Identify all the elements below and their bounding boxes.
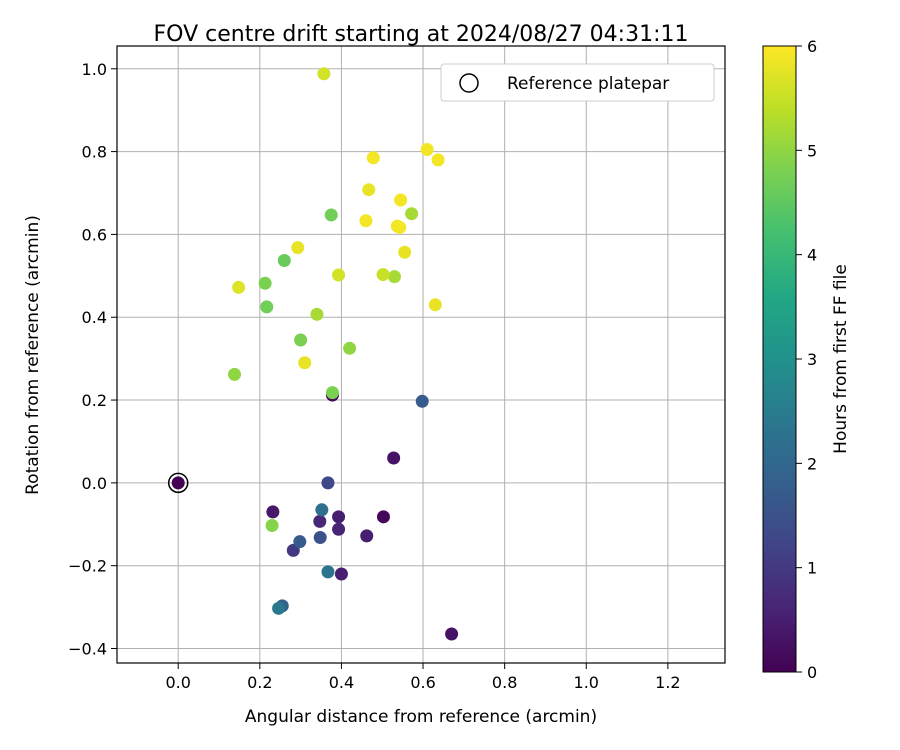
- data-points: [171, 67, 459, 641]
- legend-label: Reference platepar: [507, 74, 669, 94]
- data-point: [420, 143, 434, 157]
- data-point: [332, 522, 346, 536]
- colorbar-tick-label: 4: [807, 246, 817, 265]
- reference-point: [167, 472, 189, 494]
- legend-marker: [459, 73, 479, 93]
- colorbar-ticks: 0 1 2 3 4 5 6: [796, 37, 817, 682]
- x-tick-label: 0.0: [165, 673, 190, 692]
- data-point: [294, 333, 308, 347]
- data-point: [313, 531, 327, 545]
- y-axis-label: Rotation from reference (arcmin): [23, 215, 43, 495]
- colorbar-tick-label: 0: [807, 663, 817, 682]
- data-point: [277, 254, 291, 268]
- colorbar-tick-label: 5: [807, 141, 817, 160]
- data-point: [232, 280, 246, 294]
- x-tick-label: 0.8: [492, 673, 517, 692]
- data-point: [266, 505, 280, 519]
- x-tick-label: 1.0: [574, 673, 599, 692]
- colorbar-tick-label: 6: [807, 37, 817, 56]
- y-axis-ticks: −0.4 −0.2 0.0 0.2 0.4 0.6 0.8 1.0: [68, 60, 117, 659]
- data-point: [321, 565, 335, 579]
- data-point: [171, 476, 185, 490]
- data-point: [366, 151, 380, 165]
- y-tick-label: −0.2: [68, 557, 107, 576]
- grid-lines: [117, 46, 725, 663]
- data-point: [394, 193, 408, 207]
- data-point: [359, 214, 373, 228]
- data-point: [376, 510, 390, 524]
- data-point: [313, 514, 327, 528]
- x-tick-label: 0.2: [247, 673, 272, 692]
- data-point: [321, 476, 335, 490]
- data-point: [445, 627, 459, 641]
- data-point: [291, 241, 305, 255]
- x-axis-ticks: 0.0 0.2 0.4 0.6 0.8 1.0 1.2: [165, 663, 681, 692]
- legend: Reference platepar: [440, 63, 715, 102]
- data-point: [265, 519, 279, 533]
- data-point: [228, 367, 242, 381]
- data-point: [332, 510, 346, 524]
- data-point: [324, 208, 338, 222]
- reference-marker: [167, 472, 189, 494]
- x-tick-label: 1.2: [655, 673, 680, 692]
- data-point: [360, 529, 374, 543]
- data-point: [317, 67, 331, 81]
- data-point: [387, 270, 401, 284]
- x-tick-label: 0.4: [329, 673, 354, 692]
- y-tick-label: 0.0: [82, 474, 107, 493]
- data-point: [272, 601, 286, 615]
- data-point: [428, 298, 442, 312]
- data-point: [405, 207, 419, 221]
- data-point: [315, 503, 329, 517]
- plot-frame: [116, 45, 726, 664]
- colorbar: 0 1 2 3 4 5 6 Hours from first FF file: [762, 37, 851, 682]
- data-point: [398, 245, 412, 259]
- x-axis-label: Angular distance from reference (arcmin): [245, 707, 597, 727]
- data-point: [260, 300, 274, 314]
- data-point: [332, 268, 346, 282]
- colorbar-tick-label: 3: [807, 350, 817, 369]
- data-point: [393, 220, 407, 234]
- data-point: [415, 394, 429, 408]
- y-tick-label: 0.2: [82, 391, 107, 410]
- data-point: [298, 356, 312, 370]
- colorbar-tick-label: 1: [807, 559, 817, 578]
- legend-box: [440, 63, 715, 102]
- colorbar-label: Hours from first FF file: [831, 264, 851, 454]
- data-point: [343, 341, 357, 355]
- data-point: [258, 276, 272, 290]
- y-tick-label: −0.4: [68, 640, 107, 659]
- y-tick-label: 0.8: [82, 143, 107, 162]
- colorbar-gradient: [762, 45, 797, 673]
- data-point: [325, 386, 339, 400]
- chart-title: FOV centre drift starting at 2024/08/27 …: [154, 22, 689, 47]
- y-tick-label: 1.0: [82, 60, 107, 79]
- data-point: [362, 183, 376, 197]
- colorbar-tick-label: 2: [807, 454, 817, 473]
- data-point: [376, 268, 390, 282]
- data-point: [310, 307, 324, 321]
- data-point: [293, 535, 307, 549]
- x-tick-label: 0.6: [410, 673, 435, 692]
- data-point: [387, 451, 401, 465]
- y-tick-label: 0.6: [82, 225, 107, 244]
- data-point: [431, 153, 445, 167]
- y-tick-label: 0.4: [82, 308, 107, 327]
- data-point: [334, 567, 348, 581]
